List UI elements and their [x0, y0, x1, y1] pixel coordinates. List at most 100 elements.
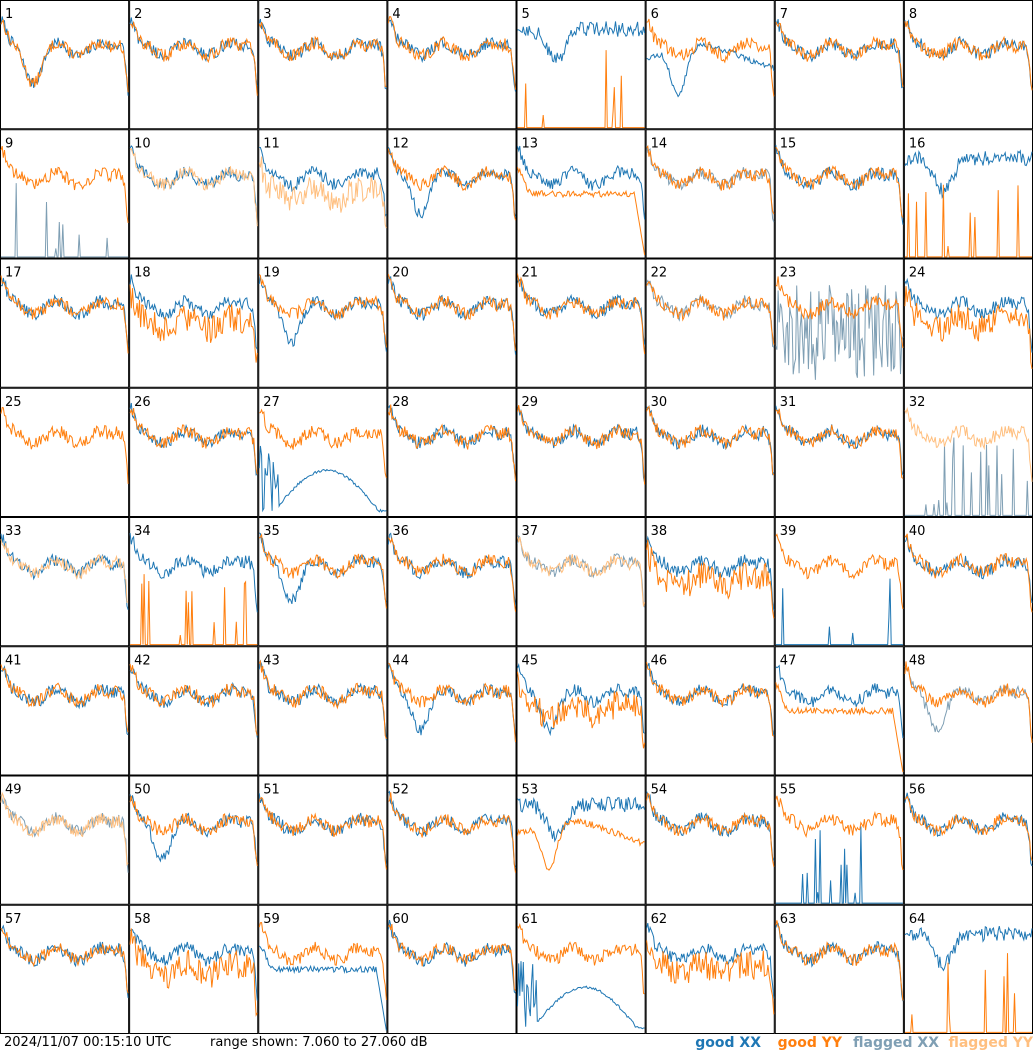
panel-34: 34 [129, 517, 259, 647]
panel-2: 2 [129, 0, 259, 130]
series-yy-line [387, 273, 516, 351]
panel-frame [774, 129, 904, 259]
series-yy-line [517, 167, 646, 256]
panel-59: 59 [258, 904, 388, 1034]
panel-19: 19 [258, 258, 388, 388]
panel-label: 20 [392, 266, 409, 281]
panel-label: 8 [909, 7, 917, 22]
series-yy-line [129, 928, 258, 1017]
series-yy-line [646, 280, 775, 345]
series-xx-line [258, 276, 387, 352]
panel-label: 27 [263, 395, 280, 410]
panel-label: 5 [522, 7, 530, 22]
panel-label: 29 [522, 395, 539, 410]
series-yy-line [258, 274, 387, 348]
series-yy-line [646, 144, 775, 215]
panel-frame [0, 387, 130, 517]
series-yy-line [388, 924, 516, 991]
series-yy-line [388, 662, 516, 743]
panel-26: 26 [129, 387, 259, 517]
panel-51: 51 [258, 775, 388, 905]
panel-label: 16 [909, 136, 926, 151]
panel-50: 50 [129, 775, 259, 905]
panel-32: 32 [903, 387, 1033, 517]
series-xx-line [258, 445, 387, 513]
panel-label: 40 [909, 524, 926, 539]
series-yy-line [775, 533, 904, 610]
panel-label: 44 [392, 653, 409, 668]
panel-frame [516, 258, 646, 388]
panel-label: 13 [522, 136, 539, 151]
series-xx-line [775, 405, 904, 476]
panel-frame [903, 775, 1033, 905]
panel-58: 58 [129, 904, 259, 1034]
panel-64: 64 [903, 904, 1033, 1034]
series-yy-line [129, 408, 258, 475]
panel-frame [129, 387, 259, 517]
panel-1: 1 [0, 0, 130, 130]
panel-43: 43 [258, 646, 388, 776]
legend-good-yy: good YY [777, 1035, 842, 1051]
panel-15: 15 [774, 129, 904, 259]
series-xx-line [646, 922, 775, 999]
series-yy-line [517, 536, 646, 607]
panel-frame [516, 0, 646, 130]
panel-label: 2 [134, 7, 142, 22]
range-text: range shown: 7.060 to 27.060 dB [210, 1035, 428, 1050]
series-yy-line [646, 405, 775, 476]
panel-24: 24 [903, 258, 1033, 388]
panel-frame [774, 517, 904, 647]
panel-frame [516, 387, 646, 517]
series-yy-line [646, 539, 775, 619]
panel-frame [0, 517, 130, 647]
panel-frame [516, 517, 646, 647]
panel-label: 62 [651, 912, 668, 927]
panel-4: 4 [387, 0, 517, 130]
panel-frame [774, 904, 904, 1034]
series-xx-line [258, 659, 387, 741]
panel-5: 5 [516, 0, 646, 130]
panel-frame [0, 129, 130, 259]
series-yy-line [0, 927, 129, 994]
series-xx-line [517, 145, 646, 220]
series-xx-line [259, 532, 387, 605]
series-yy-line [904, 184, 1032, 258]
legend-good-xx: good XX [695, 1035, 761, 1051]
panel-label: 33 [5, 524, 22, 539]
panel-label: 7 [780, 7, 788, 22]
panel-frame [903, 0, 1033, 130]
panel-45: 45 [516, 646, 646, 776]
panel-label: 11 [263, 136, 280, 151]
panel-label: 1 [5, 7, 13, 22]
timestamp: 2024/11/07 00:15:10 UTC [4, 1035, 172, 1050]
series-yy-line [775, 21, 904, 88]
series-yy-line [646, 662, 775, 737]
panel-label: 51 [263, 783, 280, 798]
series-xx-line [0, 665, 129, 736]
series-yy-line [387, 404, 516, 482]
panel-46: 46 [645, 646, 775, 776]
panel-frame [645, 129, 775, 259]
panel-18: 18 [129, 258, 259, 388]
panel-frame [258, 517, 388, 647]
panel-frame [774, 0, 904, 130]
series-yy-line [775, 146, 904, 218]
panel-39: 39 [774, 517, 904, 647]
panel-12: 12 [387, 129, 517, 259]
series-yy-line [646, 792, 775, 867]
panel-20: 20 [387, 258, 517, 388]
panel-label: 24 [909, 266, 926, 281]
series-yy-line [129, 795, 258, 867]
panel-6: 6 [645, 0, 775, 130]
panel-label: 42 [134, 653, 151, 668]
panel-label: 60 [392, 912, 409, 927]
series-xx-line [904, 437, 1032, 516]
series-xx-line [259, 147, 387, 218]
panel-frame [903, 646, 1033, 776]
panel-label: 12 [392, 136, 409, 151]
series-yy-line [517, 671, 646, 749]
panel-label: 56 [909, 783, 926, 798]
series-yy-line [258, 21, 387, 87]
panel-37: 37 [516, 517, 646, 647]
panel-label: 61 [522, 912, 539, 927]
